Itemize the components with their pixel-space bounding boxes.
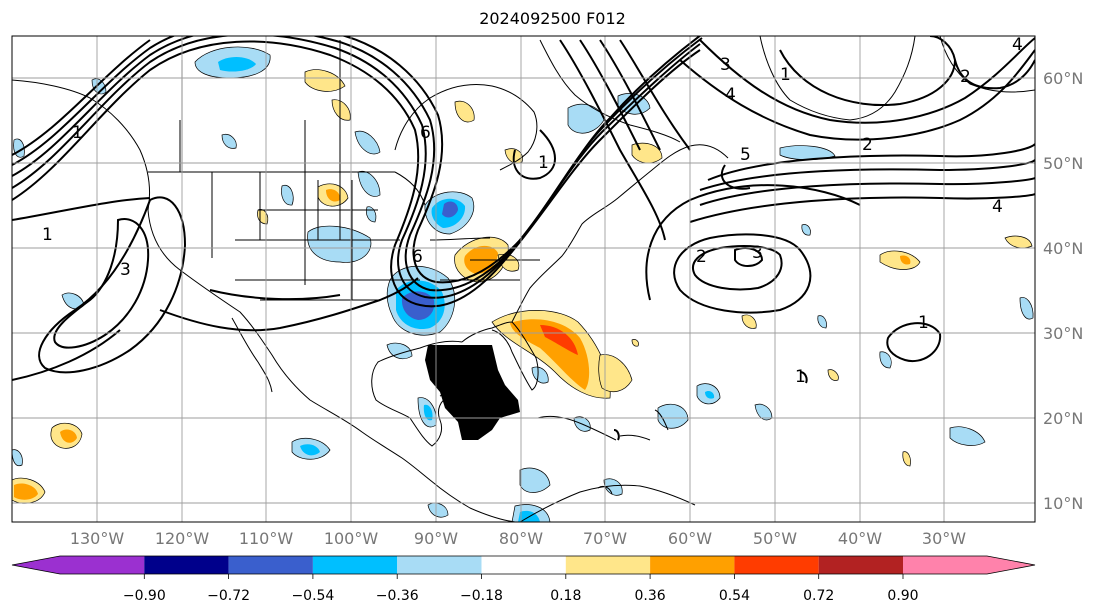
lon-label-120w: 120°W bbox=[155, 529, 210, 548]
colorbar-segment bbox=[312, 556, 398, 574]
colorbar: −0.90 −0.72 −0.54 −0.36 −0.18 0.18 0.36 … bbox=[11, 555, 1036, 604]
colorbar-max-extend bbox=[987, 556, 1035, 574]
colorbar-tick-label: −0.54 bbox=[291, 588, 334, 604]
contour-label: 3 bbox=[720, 55, 731, 75]
gridlines bbox=[12, 36, 1035, 522]
contour-label: 1 bbox=[42, 225, 53, 245]
longitude-labels: 130°W 120°W 110°W 100°W 90°W 80°W 70°W 6… bbox=[70, 529, 966, 548]
lat-label-50n: 50°N bbox=[1043, 154, 1083, 173]
colorbar-tick-label: 0.90 bbox=[887, 588, 918, 604]
colorbar-segment bbox=[650, 556, 735, 574]
map-frame bbox=[11, 35, 1036, 523]
lon-label-40w: 40°W bbox=[838, 529, 882, 548]
colorbar-tick-label: −0.36 bbox=[376, 588, 419, 604]
contour-label: 6 bbox=[420, 123, 431, 143]
lon-label-70w: 70°W bbox=[583, 529, 627, 548]
colorbar-tick-label: −0.18 bbox=[460, 588, 503, 604]
lon-label-80w: 80°W bbox=[499, 529, 543, 548]
lon-label-100w: 100°W bbox=[324, 529, 379, 548]
colorbar-tick-label: −0.90 bbox=[123, 588, 166, 604]
lon-label-30w: 30°W bbox=[922, 529, 966, 548]
lat-label-10n: 10°N bbox=[1043, 494, 1083, 513]
colorbar-segment bbox=[481, 556, 566, 574]
lat-label-60n: 60°N bbox=[1043, 69, 1083, 88]
lon-label-60w: 60°W bbox=[668, 529, 712, 548]
contour-label: 1 bbox=[918, 313, 929, 333]
contour-label: 6 bbox=[412, 247, 423, 267]
lat-label-40n: 40°N bbox=[1043, 239, 1083, 258]
latitude-labels: 60°N 50°N 40°N 30°N 20°N 10°N bbox=[1043, 69, 1083, 513]
contour-label: 4 bbox=[1012, 35, 1023, 55]
lon-label-130w: 130°W bbox=[70, 529, 125, 548]
colorbar-segment bbox=[60, 556, 145, 574]
lat-label-20n: 20°N bbox=[1043, 409, 1083, 428]
contour-label: 4 bbox=[725, 85, 736, 105]
contour-label: 3 bbox=[120, 260, 131, 280]
shaded-fields bbox=[12, 46, 1034, 522]
colorbar-segment bbox=[818, 556, 903, 574]
colorbar-segment bbox=[903, 556, 987, 574]
contour-label: 1 bbox=[780, 65, 791, 85]
lon-label-90w: 90°W bbox=[414, 529, 458, 548]
colorbar-tick-label: −0.72 bbox=[207, 588, 250, 604]
colorbar-tick-label: 0.36 bbox=[635, 588, 666, 604]
contour-label: 2 bbox=[862, 135, 873, 155]
map-plot-area: 1 3 1 6 6 1 3 4 5 2 4 2 3 1 1 2 1 4 bbox=[12, 35, 1035, 522]
lon-label-50w: 50°W bbox=[753, 529, 797, 548]
map-title: 2024092500 F012 bbox=[479, 9, 626, 28]
contour-label: 2 bbox=[960, 67, 971, 87]
contour-label: 5 bbox=[740, 145, 751, 165]
colorbar-segment bbox=[565, 556, 651, 574]
contour-labels: 1 3 1 6 6 1 3 4 5 2 4 2 3 1 1 2 1 4 bbox=[42, 35, 1023, 387]
colorbar-segment bbox=[144, 556, 229, 574]
contour-lines bbox=[12, 36, 1035, 441]
colorbar-segment bbox=[734, 556, 819, 574]
lat-label-30n: 30°N bbox=[1043, 324, 1083, 343]
colorbar-tick-label: 0.72 bbox=[803, 588, 834, 604]
marker-cluster bbox=[425, 345, 520, 440]
colorbar-tick-label: 0.54 bbox=[719, 588, 750, 604]
contour-label: 3 bbox=[752, 243, 763, 263]
lon-label-110w: 110°W bbox=[239, 529, 294, 548]
contour-label: 1 bbox=[795, 367, 806, 387]
colorbar-segment bbox=[397, 556, 482, 574]
contour-label: 4 bbox=[992, 197, 1003, 217]
colorbar-segment bbox=[228, 556, 313, 574]
contour-label: 1 bbox=[72, 123, 83, 143]
colorbar-tick-label: 0.18 bbox=[550, 588, 581, 604]
contour-label: 2 bbox=[696, 247, 707, 267]
colorbar-min-extend bbox=[12, 556, 60, 574]
